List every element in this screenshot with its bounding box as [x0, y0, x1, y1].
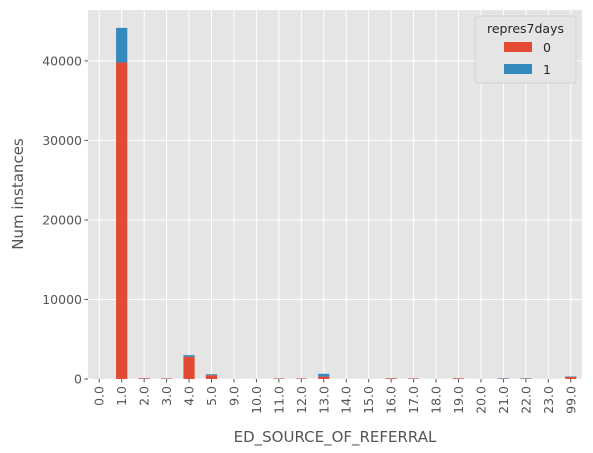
- x-axis-label: ED_SOURCE_OF_REFERRAL: [234, 428, 437, 447]
- x-tick-label: 20.0: [473, 386, 488, 414]
- x-axis-ticks: 0.0 1.0 2.0 3.0 4.0 5.0 9.0 10.0 11.0 12.0 13.0 14.…: [92, 379, 578, 414]
- legend-label-0: 0: [543, 40, 551, 55]
- x-tick-label: 3.0: [159, 386, 174, 406]
- y-tick-label: 10000: [42, 292, 82, 307]
- x-tick-label: 21.0: [496, 386, 511, 414]
- bar-series-0: [205, 375, 218, 379]
- bar-series-0: [318, 376, 330, 379]
- bar-series-0: [183, 356, 195, 379]
- x-tick-label: 1.0: [114, 386, 129, 406]
- y-tick-label: 30000: [42, 133, 82, 148]
- x-tick-label: 23.0: [541, 386, 556, 414]
- x-tick-label: 11.0: [271, 386, 286, 414]
- x-tick-label: 9.0: [226, 386, 241, 406]
- y-tick-label: 0: [74, 372, 82, 387]
- bar-series-0: [138, 378, 150, 379]
- bar-series-0: [385, 378, 397, 379]
- legend-title: repres7days: [487, 21, 564, 36]
- x-tick-label: 10.0: [249, 386, 264, 414]
- legend-swatch-1: [504, 64, 532, 74]
- grid: [88, 10, 582, 380]
- y-axis-label: Num instances: [9, 138, 27, 250]
- x-tick-label: 13.0: [316, 386, 331, 414]
- y-axis-ticks: 0 10000 20000 30000 40000: [42, 53, 88, 387]
- x-tick-label: 16.0: [384, 386, 399, 414]
- bar-series-0: [565, 376, 577, 379]
- legend: repres7days 0 1: [474, 15, 577, 84]
- bar-series-1: [116, 27, 128, 63]
- legend-label-1: 1: [543, 62, 551, 77]
- x-tick-label: 2.0: [137, 386, 152, 406]
- bar-series-0: [452, 378, 465, 379]
- x-tick-label: 17.0: [406, 386, 421, 414]
- x-tick-label: 12.0: [294, 386, 309, 414]
- legend-swatch-0: [504, 42, 532, 52]
- x-tick-label: 99.0: [563, 386, 578, 414]
- bar-series-1: [205, 374, 218, 376]
- bar-series-1: [318, 373, 330, 377]
- x-tick-label: 15.0: [361, 386, 376, 414]
- bar-series-0: [116, 62, 128, 380]
- x-tick-label: 18.0: [429, 386, 444, 414]
- bars: [93, 27, 577, 380]
- y-tick-label: 40000: [42, 53, 82, 68]
- x-tick-label: 4.0: [182, 386, 197, 406]
- bar-series-1: [183, 355, 195, 357]
- y-tick-label: 20000: [42, 212, 82, 227]
- x-tick-label: 19.0: [451, 386, 466, 414]
- x-tick-label: 14.0: [339, 386, 354, 414]
- x-tick-label: 22.0: [518, 386, 533, 414]
- x-tick-label: 5.0: [204, 386, 219, 406]
- x-tick-label: 0.0: [92, 386, 107, 406]
